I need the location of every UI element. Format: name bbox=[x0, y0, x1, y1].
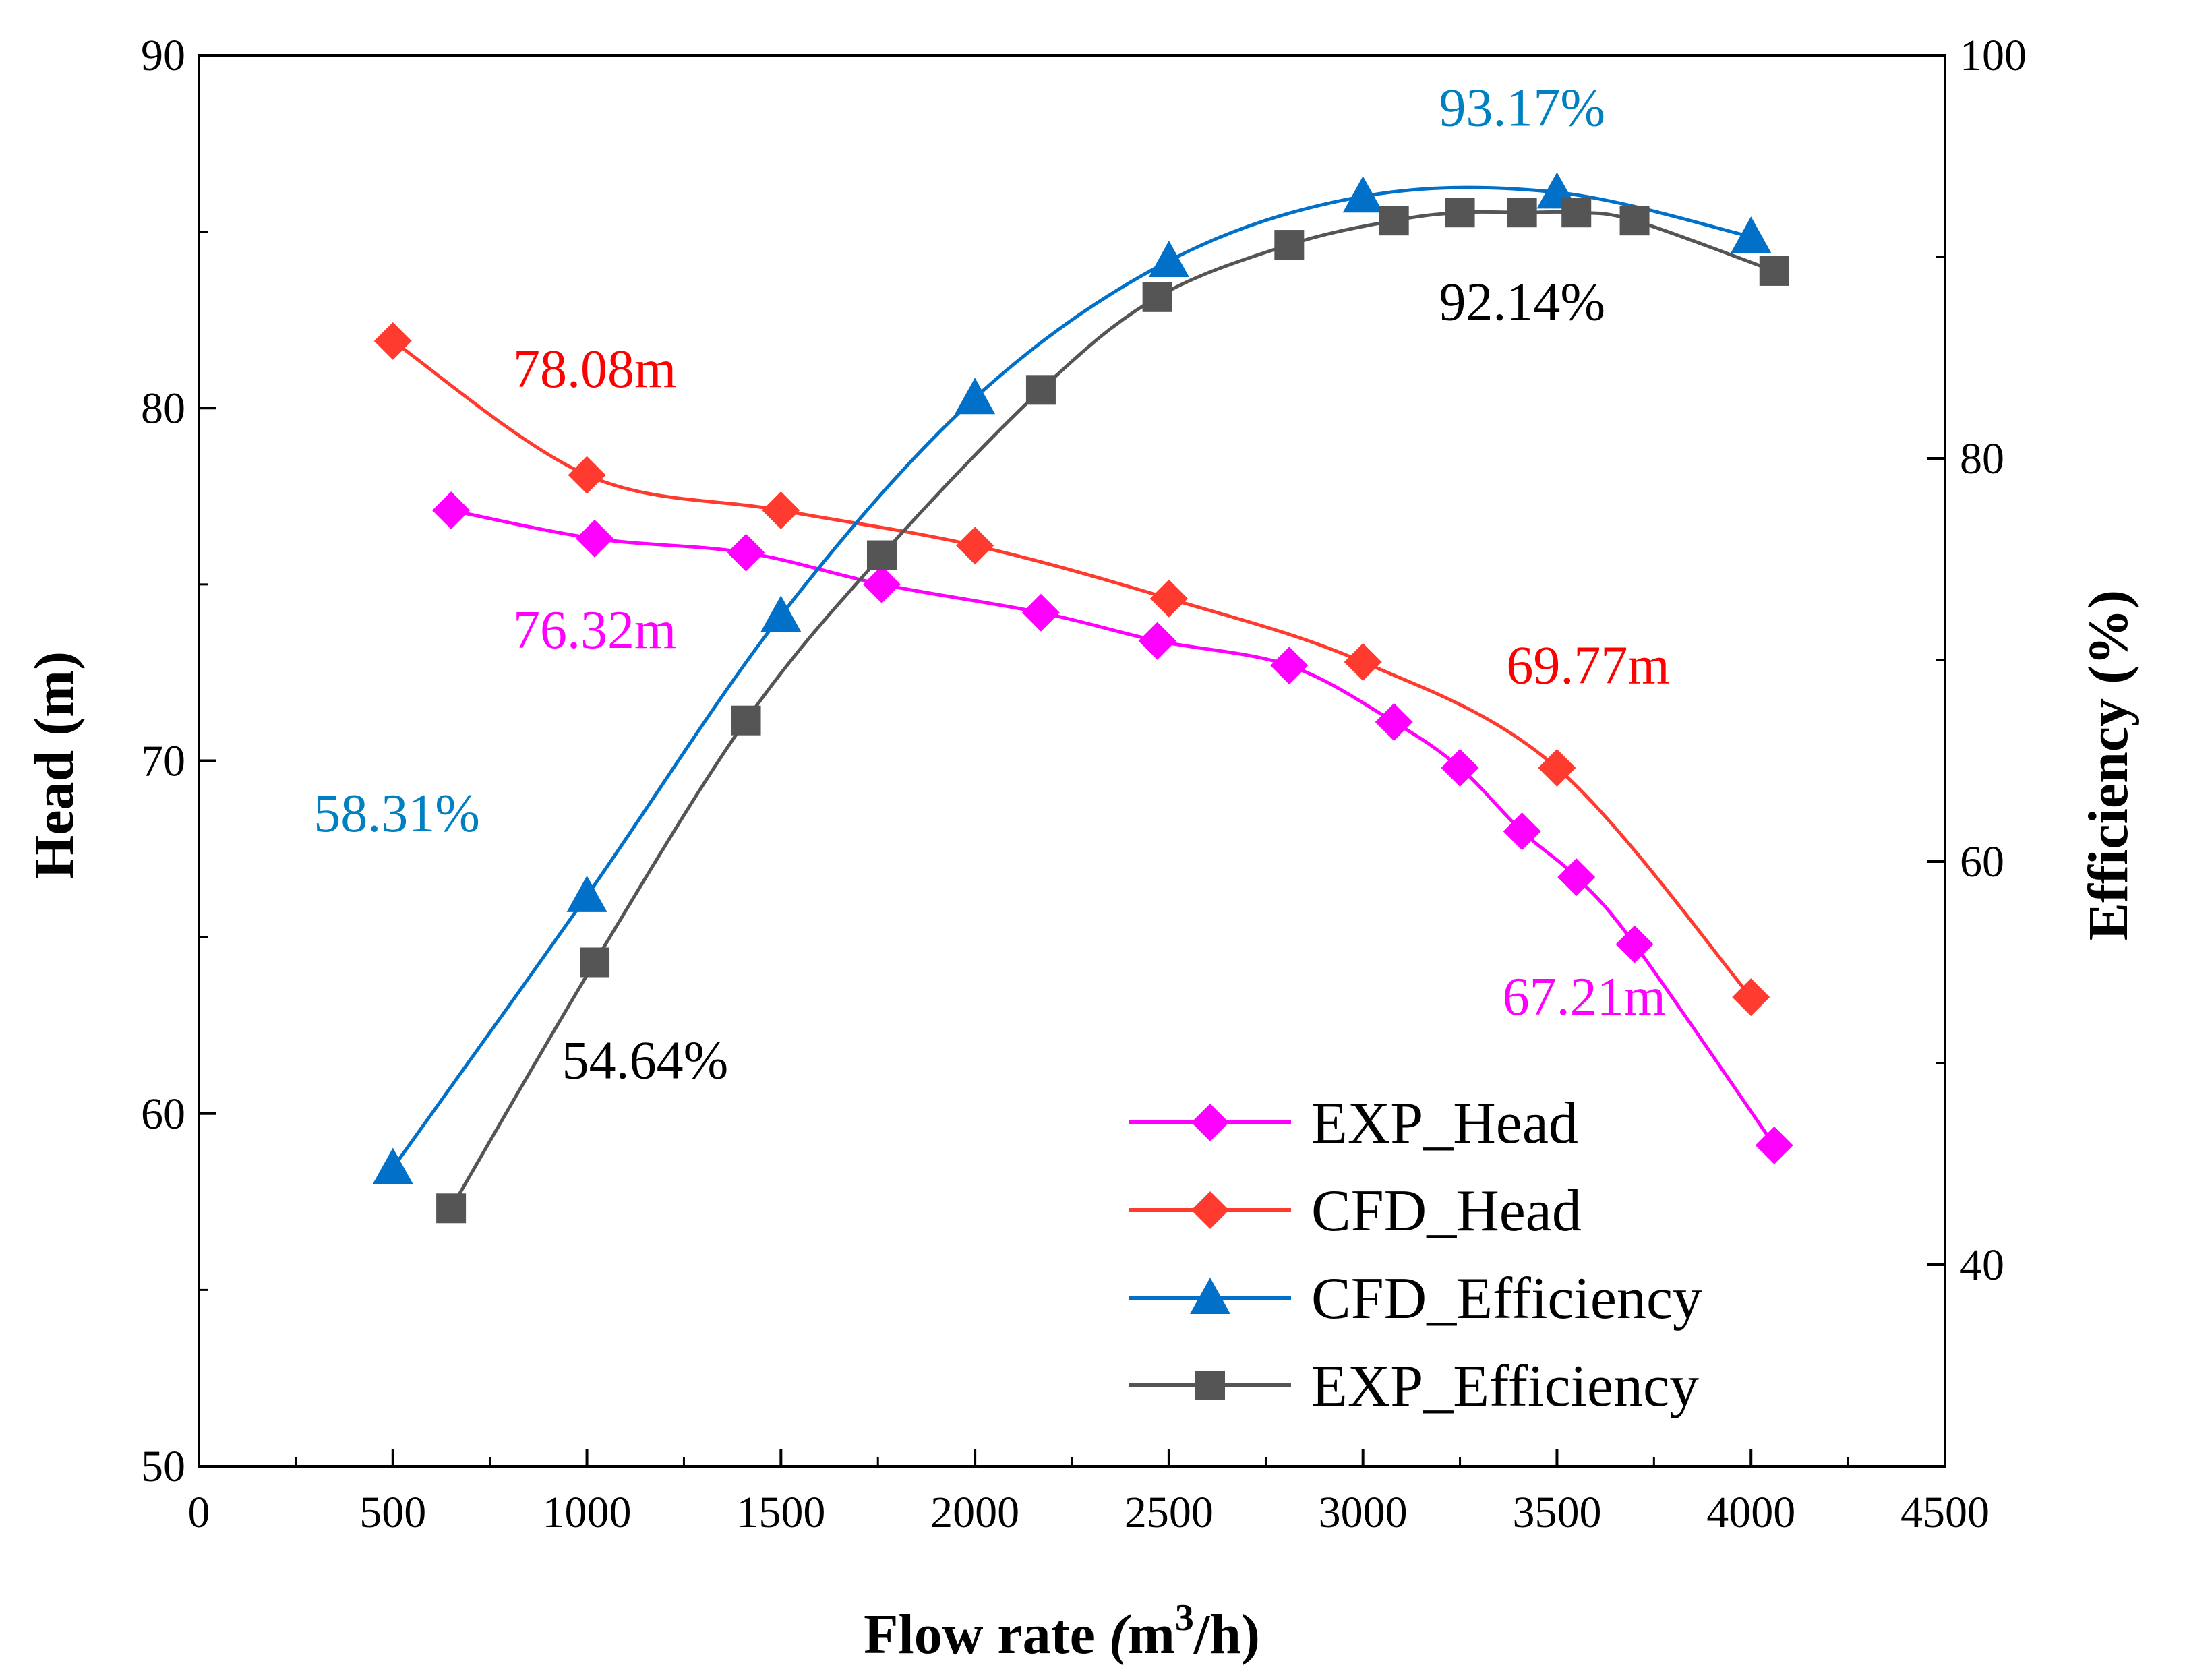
data-point-cfd-efficiency bbox=[955, 378, 996, 415]
data-point-exp-head bbox=[1615, 925, 1654, 963]
data-point-exp-efficiency bbox=[1025, 375, 1056, 405]
x-tick-label: 500 bbox=[359, 1488, 426, 1537]
y-axis-left: 50 60 70 80 90 bbox=[141, 31, 216, 1491]
x-tick-label: 0 bbox=[188, 1488, 210, 1537]
data-label: 69.77m bbox=[1506, 636, 1669, 695]
series-layer bbox=[372, 172, 1793, 1224]
data-point-exp-efficiency bbox=[1759, 256, 1789, 286]
y-axis-right-title: Efficiency (%) bbox=[2077, 590, 2140, 940]
data-point-cfd-head bbox=[1149, 579, 1188, 618]
series-cfd-efficiency bbox=[372, 172, 1772, 1184]
data-point-cfd-efficiency bbox=[1148, 240, 1189, 277]
data-point-exp-efficiency bbox=[1142, 282, 1172, 312]
y-right-tick-label: 60 bbox=[1960, 837, 2004, 887]
x-tick-label: 3000 bbox=[1319, 1488, 1408, 1537]
series-cfd-head bbox=[373, 322, 1770, 1017]
data-point-cfd-head bbox=[956, 527, 994, 565]
data-point-exp-head bbox=[576, 519, 614, 558]
y-right-tick-label: 100 bbox=[1960, 31, 2027, 80]
plot-frame bbox=[198, 54, 1946, 1468]
legend-label-cfd-head: CFD_Head bbox=[1311, 1178, 1582, 1244]
legend-marker-cfd-efficiency bbox=[1190, 1278, 1230, 1314]
data-point-cfd-efficiency bbox=[372, 1147, 413, 1184]
legend-label-exp-efficiency: EXP_Efficiency bbox=[1311, 1354, 1699, 1419]
data-point-cfd-efficiency bbox=[760, 595, 802, 632]
data-point-exp-head bbox=[1021, 593, 1060, 632]
y-left-tick-label: 60 bbox=[141, 1089, 185, 1139]
annotation-layer: 78.08m 76.32m 58.31% 54.64% 93.17% 92.14% 69.7… bbox=[313, 79, 1669, 1091]
data-point-cfd-head bbox=[568, 456, 606, 494]
x-tick-label: 4000 bbox=[1706, 1488, 1795, 1537]
data-point-exp-head bbox=[1270, 647, 1309, 685]
data-point-exp-head bbox=[1503, 812, 1541, 851]
data-label: 76.32m bbox=[513, 601, 676, 660]
legend-label-exp-head: EXP_Head bbox=[1311, 1091, 1578, 1156]
x-axis: 0 500 1000 1500 2000 2500 3000 3500 4000 4500 bbox=[188, 1449, 1989, 1537]
data-label: 92.14% bbox=[1439, 272, 1605, 332]
data-point-exp-head bbox=[862, 565, 901, 603]
y-right-tick-label: 80 bbox=[1960, 434, 2004, 483]
data-point-exp-efficiency bbox=[1507, 198, 1537, 228]
data-point-exp-efficiency bbox=[866, 540, 897, 570]
legend-marker-cfd-head bbox=[1191, 1191, 1229, 1229]
legend-marker-exp-efficiency bbox=[1195, 1371, 1225, 1400]
x-tick-label: 1000 bbox=[543, 1488, 632, 1537]
y-axis-right: 40 60 80 100 bbox=[1927, 31, 2027, 1290]
data-label: 93.17% bbox=[1439, 79, 1605, 138]
data-point-exp-head bbox=[1375, 702, 1413, 741]
series-exp-efficiency bbox=[436, 198, 1789, 1224]
y-left-tick-label: 80 bbox=[141, 384, 185, 433]
data-point-exp-efficiency bbox=[1379, 206, 1409, 236]
data-point-exp-efficiency bbox=[1445, 198, 1475, 228]
data-point-exp-head bbox=[432, 491, 471, 529]
data-point-exp-head bbox=[1557, 858, 1596, 897]
legend: EXP_Head CFD_Head CFD_Efficiency EXP_Effici… bbox=[1129, 1091, 1702, 1419]
legend-label-cfd-efficiency: CFD_Efficiency bbox=[1311, 1266, 1702, 1331]
data-point-cfd-efficiency bbox=[1342, 176, 1383, 213]
data-point-exp-head bbox=[1441, 748, 1479, 787]
data-label: 58.31% bbox=[313, 784, 480, 843]
data-point-exp-efficiency bbox=[580, 947, 610, 978]
data-point-cfd-head bbox=[373, 322, 412, 360]
data-label: 54.64% bbox=[562, 1031, 729, 1090]
x-tick-label: 4500 bbox=[1900, 1488, 1989, 1537]
y-left-tick-label: 70 bbox=[141, 737, 185, 786]
data-point-cfd-efficiency bbox=[566, 875, 607, 912]
data-point-exp-efficiency bbox=[731, 705, 761, 736]
plot-border bbox=[198, 54, 1946, 1468]
data-point-cfd-efficiency bbox=[1731, 216, 1772, 253]
data-label: 67.21m bbox=[1503, 967, 1666, 1027]
data-point-exp-efficiency bbox=[436, 1193, 467, 1224]
x-axis-title: Flow rate (m3/h) bbox=[864, 1597, 1260, 1666]
y-left-tick-label: 90 bbox=[141, 31, 185, 80]
data-point-cfd-head bbox=[1344, 642, 1382, 681]
data-label: 78.08m bbox=[513, 340, 676, 399]
data-point-exp-efficiency bbox=[1274, 230, 1305, 260]
data-point-exp-head bbox=[1138, 622, 1176, 660]
series-exp-head bbox=[432, 491, 1793, 1164]
x-tick-label: 1500 bbox=[736, 1488, 825, 1537]
data-point-cfd-head bbox=[1732, 978, 1770, 1017]
y-right-tick-label: 40 bbox=[1960, 1240, 2004, 1290]
data-point-exp-efficiency bbox=[1619, 206, 1650, 236]
y-left-tick-label: 50 bbox=[141, 1442, 185, 1491]
x-tick-label: 3500 bbox=[1512, 1488, 1601, 1537]
data-point-exp-head bbox=[1755, 1126, 1793, 1164]
data-point-exp-efficiency bbox=[1561, 198, 1592, 228]
data-point-cfd-head bbox=[1538, 748, 1576, 787]
series-line-exp-efficiency bbox=[449, 210, 1775, 1209]
x-tick-label: 2000 bbox=[930, 1488, 1019, 1537]
x-tick-label: 2500 bbox=[1125, 1488, 1214, 1537]
y-axis-left-title: Head (m) bbox=[23, 651, 86, 879]
data-point-exp-head bbox=[727, 533, 765, 572]
legend-marker-exp-head bbox=[1191, 1104, 1229, 1141]
data-point-cfd-head bbox=[762, 491, 800, 529]
